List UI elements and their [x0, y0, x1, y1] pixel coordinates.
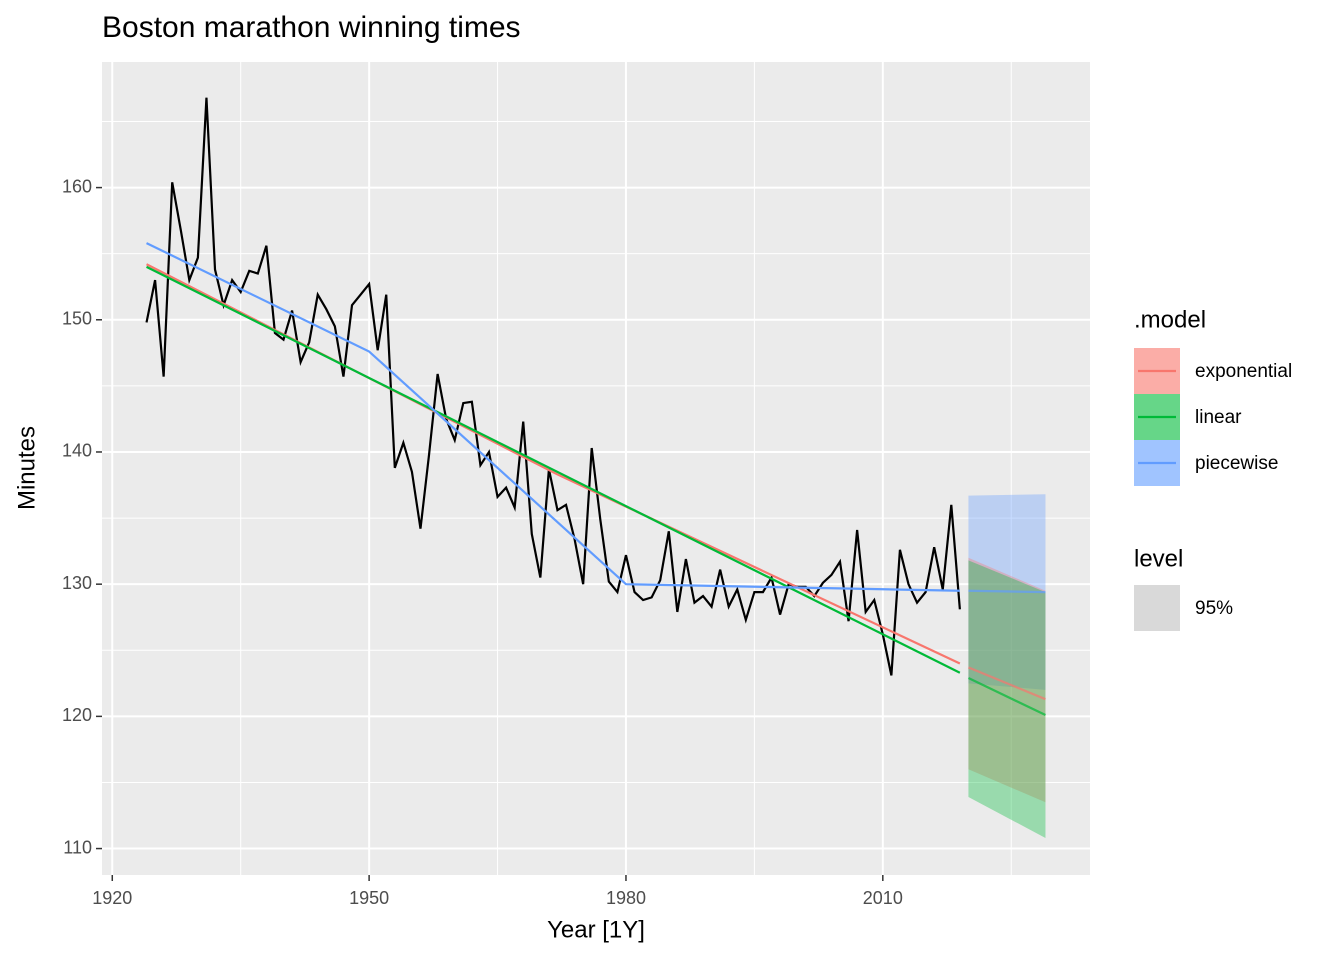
y-tick-label: 140 — [62, 441, 92, 461]
legend-label: 95% — [1195, 598, 1233, 619]
y-axis-title: Minutes — [13, 426, 40, 510]
forecast-band — [968, 557, 1046, 803]
observed-line — [145, 97, 961, 676]
legend-label: exponential — [1195, 361, 1292, 382]
x-axis-title: Year [1Y] — [547, 916, 645, 943]
x-tick-label: 1920 — [92, 888, 132, 908]
y-tick-label: 120 — [62, 705, 92, 725]
legend-label: piecewise — [1195, 453, 1278, 474]
legend-title: level — [1134, 545, 1183, 572]
forecast-line — [967, 677, 1046, 717]
legend-key — [1134, 585, 1180, 631]
fitted-line — [146, 242, 960, 592]
y-tick-label: 110 — [63, 837, 92, 857]
forecast-band — [968, 560, 1046, 838]
x-tick-label: 1950 — [349, 888, 389, 908]
forecast-line — [968, 589, 1046, 594]
y-tick-label: 150 — [62, 309, 92, 329]
y-tick-label: 130 — [62, 573, 92, 593]
legend-title: .model — [1134, 306, 1206, 333]
x-tick-label: 2010 — [863, 888, 903, 908]
panel — [102, 62, 1090, 875]
fitted-line — [146, 265, 961, 674]
x-tick-label: 1980 — [606, 888, 646, 908]
legend-label: linear — [1195, 407, 1242, 428]
forecast-line — [968, 666, 1046, 701]
chart-title: Boston marathon winning times — [102, 11, 521, 44]
y-tick-label: 160 — [62, 176, 92, 196]
